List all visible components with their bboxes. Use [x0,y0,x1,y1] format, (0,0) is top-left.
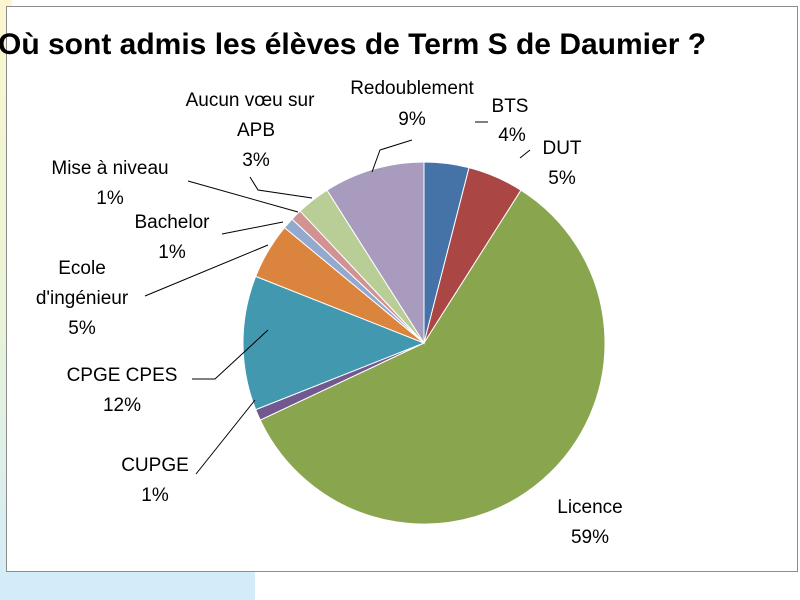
data-label-value: 9% [398,109,426,130]
data-label-value: 1% [96,188,124,209]
leader-line [144,244,269,297]
data-label-name: d'ingénieur [36,288,129,309]
data-label-value: 12% [103,395,141,416]
leader-lines [144,121,531,475]
leader-line [192,329,269,380]
data-label-name: CPGE CPES [67,365,178,386]
data-label: CUPGE 1% [121,455,189,506]
data-label-name: Redoublement [350,78,474,99]
data-label: CPGE CPES 12% [67,365,178,416]
pie-slice-cpge-cpes [242,275,426,411]
data-label-name: Licence [557,497,623,518]
leader-line [249,176,313,199]
data-label: Mise à niveau 1% [51,158,168,209]
data-label-name: APB [237,120,275,141]
data-label-name: Aucun vœu sur [186,90,315,111]
chart-title: Où sont admis les élèves de Term S de Da… [0,28,707,61]
data-label: BTS 4% [492,96,529,146]
data-label: Redoublement 9% [350,78,474,130]
data-label-value: 4% [498,125,526,146]
data-label: Bachelor 1% [135,212,211,263]
data-label-name: BTS [492,96,529,117]
leader-line [519,149,531,159]
data-label-name: Mise à niveau [51,158,168,179]
pie-slices [242,161,606,525]
data-label: Licence 59% [557,497,623,548]
data-label-value: 5% [68,318,96,339]
leader-line [371,139,413,173]
data-label-name: DUT [542,138,581,159]
data-label: Ecole d'ingénieur 5% [36,258,129,339]
leader-line [187,180,299,213]
data-label-value: 1% [141,485,169,506]
data-label: Aucun vœu sur APB 3% [186,90,315,171]
leader-line [195,399,256,475]
data-label: DUT 5% [542,138,581,189]
background-bottom-strip [0,572,255,600]
leader-line [221,221,284,235]
data-label-value: 59% [571,527,609,548]
data-label-value: 3% [242,150,270,171]
data-labels: BTS 4% DUT 5% Licence 59% CUPGE 1% CPGE CPES 12% E… [36,78,623,548]
data-label-value: 5% [548,168,576,189]
pie-slice-licence [259,189,606,525]
data-label-name: CUPGE [121,455,189,476]
data-label-name: Ecole [58,258,106,279]
data-label-name: Bachelor [135,212,211,233]
data-label-value: 1% [158,242,186,263]
